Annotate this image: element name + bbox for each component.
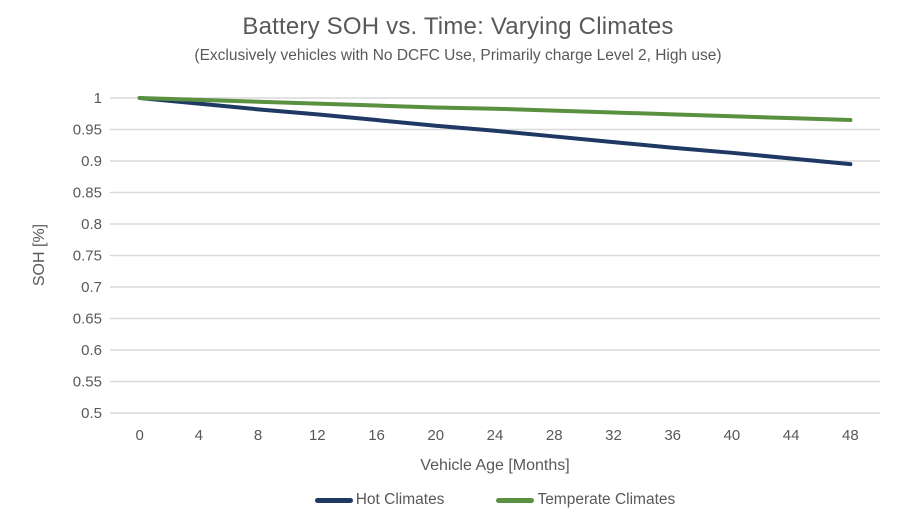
y-tick-label: 0.75 [73, 248, 102, 265]
chart-title: Battery SOH vs. Time: Varying Climates [242, 13, 674, 40]
series-line-temperate-climates [137, 96, 853, 123]
legend-item-temperate-climates: Temperate Climates [496, 491, 675, 509]
legend-item-hot-climates: Hot Climates [314, 491, 445, 509]
x-tick-label: 0 [135, 427, 143, 444]
x-tick-label: 36 [664, 427, 681, 444]
y-tick-label: 0.55 [73, 374, 102, 391]
y-axis-title: SOH [%] [31, 223, 48, 287]
x-tick-label: 16 [368, 427, 385, 444]
legend: Hot Climates Temperate Climates [110, 491, 880, 509]
chart-subtitle: (Exclusively vehicles with No DCFC Use, … [194, 47, 722, 64]
y-tick-label: 0.5 [81, 405, 102, 422]
x-tick-label: 28 [546, 427, 563, 444]
y-tick-label: 0.85 [73, 185, 102, 202]
x-tick-label: 8 [254, 427, 262, 444]
y-tick-label: 0.6 [81, 342, 102, 359]
legend-line-icon [314, 497, 353, 503]
x-tick-label: 48 [842, 427, 859, 444]
y-tick-label: 0.8 [81, 216, 102, 233]
x-tick-label: 4 [195, 427, 203, 444]
y-tick-label: 0.65 [73, 311, 102, 328]
series-line-hot-climates [137, 96, 853, 167]
x-tick-label: 32 [605, 427, 622, 444]
legend-label: Hot Climates [355, 491, 445, 508]
x-axis-title: Vehicle Age [Months] [420, 457, 570, 474]
y-tick-label: 0.7 [81, 279, 102, 296]
legend-line-icon [496, 497, 535, 503]
x-tick-label: 40 [724, 427, 741, 444]
x-tick-label: 44 [783, 427, 800, 444]
y-tick-label: 1 [94, 90, 102, 107]
y-tick-label: 0.9 [81, 153, 102, 170]
x-tick-label: 24 [487, 427, 504, 444]
x-tick-label: 12 [309, 427, 326, 444]
x-tick-label: 20 [427, 427, 444, 444]
y-tick-label: 0.95 [73, 122, 102, 139]
legend-label: Temperate Climates [537, 491, 676, 508]
